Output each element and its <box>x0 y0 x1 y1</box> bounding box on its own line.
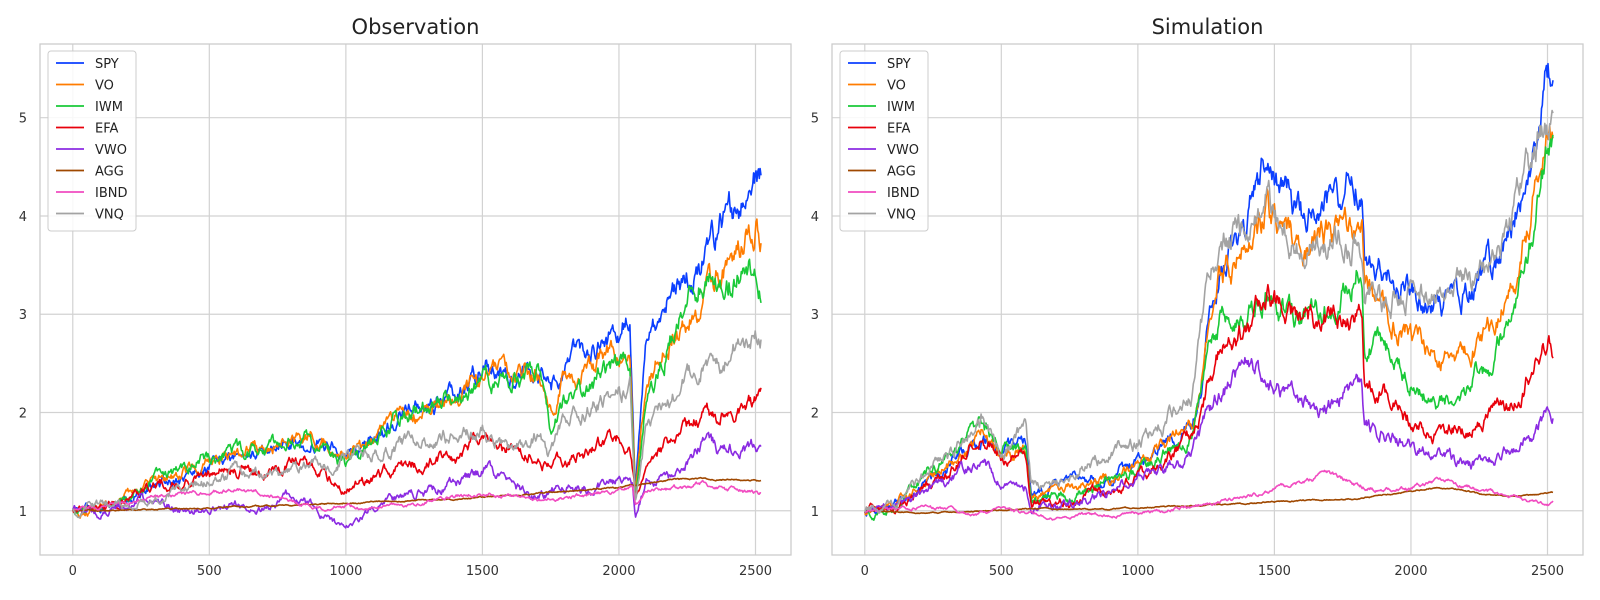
legend-label-vwo: VWO <box>95 143 127 158</box>
chart-panel-observation: 0 500 1000 1500 2000 2500 1 2 3 4 5 Observation SPY V… <box>19 15 792 579</box>
legend: SPY VO IWM EFA VWO AGG IBND VNQ <box>839 50 929 232</box>
x-tick-label: 500 <box>197 564 222 579</box>
chart-title: Observation <box>352 15 480 39</box>
legend-frame <box>839 50 929 232</box>
x-tick-label: 1000 <box>329 564 362 579</box>
legend-label-efa: EFA <box>95 122 118 137</box>
series-line-efa <box>864 283 1554 515</box>
x-tick-label: 2500 <box>1531 564 1564 579</box>
series-line-ibnd <box>864 469 1554 521</box>
plot-area <box>40 44 791 555</box>
plot-frame <box>831 43 1584 556</box>
x-tick-label: 1000 <box>1121 564 1154 579</box>
legend-label-vo: VO <box>95 79 114 94</box>
y-tick-label: 1 <box>19 505 27 520</box>
x-tick-label: 500 <box>989 564 1014 579</box>
x-tick-label: 1500 <box>466 564 499 579</box>
legend-label-efa: EFA <box>887 122 910 137</box>
series-line-ibnd <box>72 479 762 512</box>
y-tick-label: 5 <box>19 112 27 127</box>
series-lines <box>72 167 762 529</box>
chart-panel-simulation: 0 500 1000 1500 2000 2500 1 2 3 4 5 Simulation SPY VO… <box>811 15 1584 579</box>
y-tick-label: 2 <box>811 407 819 422</box>
y-tick-label: 3 <box>811 308 819 323</box>
legend: SPY VO IWM EFA VWO AGG IBND VNQ <box>47 50 137 232</box>
legend-label-spy: SPY <box>887 57 911 72</box>
series-line-vnq <box>72 330 762 519</box>
legend-label-agg: AGG <box>887 165 916 180</box>
series-line-vwo <box>864 356 1554 515</box>
legend-label-agg: AGG <box>95 165 124 180</box>
legend-label-ibnd: IBND <box>887 186 920 201</box>
series-line-iwm <box>72 258 762 516</box>
x-tick-label: 2500 <box>739 564 772 579</box>
x-tick-label: 2000 <box>602 564 635 579</box>
y-tick-label: 2 <box>19 407 27 422</box>
legend-label-spy: SPY <box>95 57 119 72</box>
series-line-efa <box>72 387 762 513</box>
legend-label-iwm: IWM <box>95 100 123 115</box>
y-tick-label: 3 <box>19 308 27 323</box>
x-tick-label: 1500 <box>1258 564 1291 579</box>
y-tick-label: 5 <box>811 112 819 127</box>
legend-label-ibnd: IBND <box>95 186 128 201</box>
x-tick-label: 2000 <box>1394 564 1427 579</box>
plot-frame <box>39 43 792 556</box>
series-line-spy <box>864 62 1554 517</box>
legend-label-vwo: VWO <box>887 143 919 158</box>
series-line-vnq <box>864 109 1554 514</box>
legend-frame <box>47 50 137 232</box>
y-tick-label: 4 <box>811 210 819 225</box>
series-lines <box>864 62 1554 521</box>
series-line-iwm <box>864 134 1554 521</box>
series-line-vo <box>72 218 762 519</box>
series-line-agg <box>72 476 762 512</box>
y-tick-label: 1 <box>811 505 819 520</box>
series-line-vo <box>864 124 1554 516</box>
y-tick-label: 4 <box>19 210 27 225</box>
chart-title: Simulation <box>1152 15 1264 39</box>
x-tick-label: 0 <box>69 564 77 579</box>
legend-label-vo: VO <box>887 79 906 94</box>
legend-label-vnq: VNQ <box>95 208 124 223</box>
legend-label-vnq: VNQ <box>887 208 916 223</box>
x-tick-label: 0 <box>861 564 869 579</box>
legend-label-iwm: IWM <box>887 100 915 115</box>
